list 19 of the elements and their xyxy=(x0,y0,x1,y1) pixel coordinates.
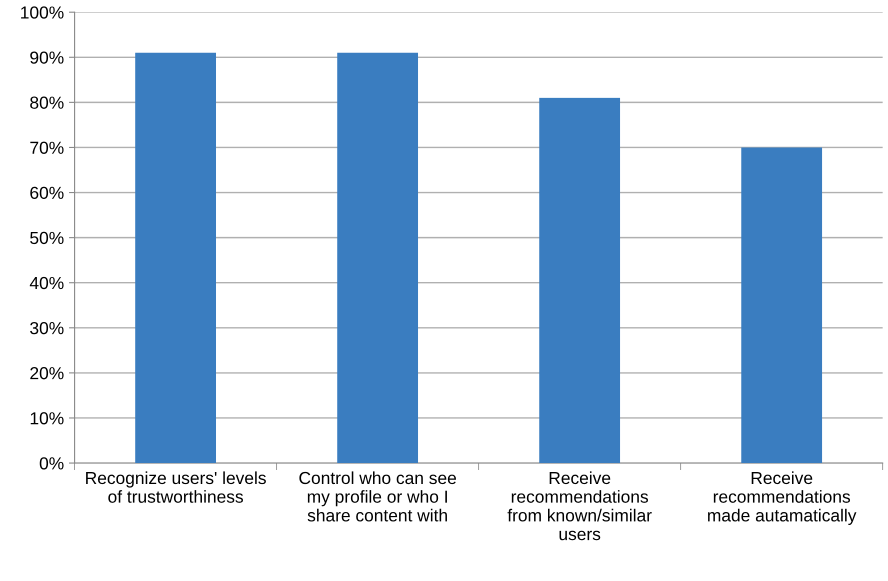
x-tick-label: Receive recommendations from known/similar users xyxy=(508,471,652,540)
bar xyxy=(741,147,822,464)
y-tick-label: 30% xyxy=(30,322,64,334)
bar xyxy=(539,98,620,464)
bar xyxy=(337,52,418,464)
x-tick-label: Receive recommendations made autamatically xyxy=(708,471,856,525)
y-tick-label: 60% xyxy=(30,186,64,200)
y-tick-label: 20% xyxy=(30,367,64,380)
x-tick-label: Recognize users' levels of trustworthiness xyxy=(86,471,266,503)
y-tick-label: 100% xyxy=(21,6,64,19)
y-tick-label: 40% xyxy=(30,276,64,290)
y-tick-label: 90% xyxy=(30,51,64,64)
y-tick-label: 10% xyxy=(30,412,64,424)
y-tick-label: 50% xyxy=(30,232,64,244)
y-tick-label: 80% xyxy=(30,96,64,109)
x-tick-label: Control who can see my profile or who I share content with xyxy=(299,471,456,522)
bar xyxy=(135,52,216,464)
y-tick-label: 0% xyxy=(40,457,64,470)
y-tick-label: 70% xyxy=(30,142,64,154)
